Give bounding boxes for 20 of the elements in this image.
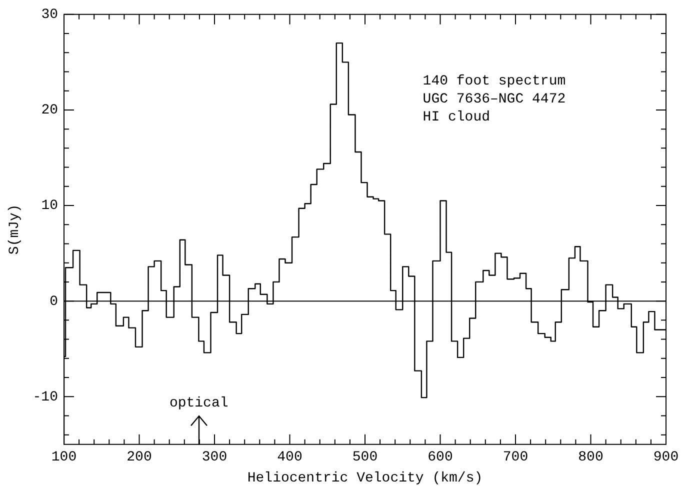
annotation: 140 foot spectrum bbox=[422, 73, 566, 90]
x-tick-label: 300 bbox=[202, 450, 228, 466]
x-tick-label: 800 bbox=[578, 450, 604, 466]
y-tick-label: 0 bbox=[50, 294, 58, 310]
x-tick-label: 700 bbox=[502, 450, 528, 466]
x-tick-label: 600 bbox=[428, 450, 453, 466]
x-tick-label: 400 bbox=[277, 450, 302, 466]
x-tick-label: 100 bbox=[51, 450, 77, 466]
annotation: UGC 7636–NGC 4472 bbox=[422, 91, 566, 108]
y-tick-label: 10 bbox=[41, 198, 58, 214]
y-tick-label: 30 bbox=[41, 7, 58, 24]
y-axis-title: S(mJy) bbox=[7, 204, 24, 255]
x-tick-label: 500 bbox=[352, 450, 378, 466]
y-tick-label: 20 bbox=[41, 102, 58, 119]
annotation: HI cloud bbox=[422, 109, 490, 126]
annotation: optical bbox=[169, 395, 228, 412]
x-tick-label: 200 bbox=[126, 450, 152, 466]
x-axis-title: Heliocentric Velocity (km/s) bbox=[247, 470, 483, 486]
x-tick-label: 900 bbox=[653, 450, 679, 466]
y-tick-label: -10 bbox=[32, 389, 58, 406]
